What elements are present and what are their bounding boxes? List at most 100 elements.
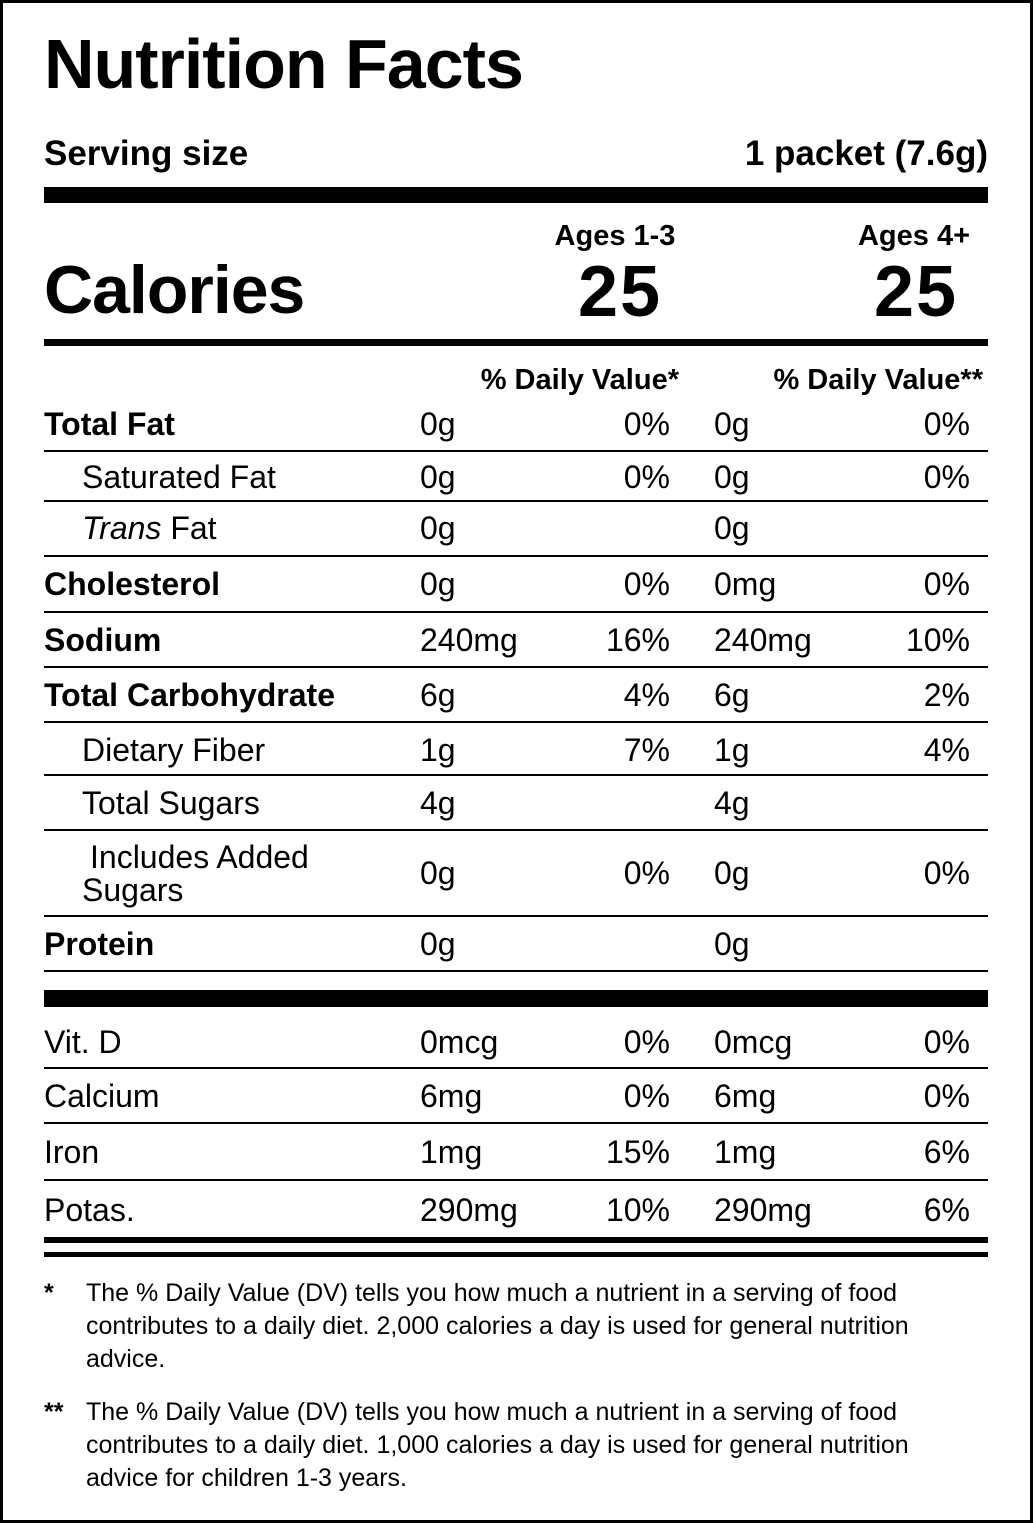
amount-age-1-3: 1g	[420, 732, 456, 768]
row-divider	[44, 970, 988, 972]
dv-age-1-3: 7%	[623, 732, 670, 768]
age-group-1-heading: Ages 1-3	[554, 220, 676, 252]
nutrient-row-total-carbohydrate: Total Carbohydrate 6g 4% 6g 2%	[44, 668, 988, 723]
row-divider	[44, 611, 988, 613]
dv-age-1-3: 0%	[623, 566, 670, 602]
label-title: Nutrition Facts	[44, 25, 524, 103]
row-divider	[44, 915, 988, 917]
row-divider	[44, 1179, 988, 1181]
nutrient-name: Protein	[44, 926, 155, 962]
amount-age-4-plus: 0g	[714, 510, 750, 546]
amount-age-4-plus: 1mg	[714, 1134, 777, 1170]
amount-age-4-plus: 6g	[714, 677, 750, 713]
dv-age-4-plus: 0%	[923, 1078, 970, 1114]
dv-age-4-plus: 0%	[923, 566, 970, 602]
nutrient-name: Saturated Fat	[82, 459, 276, 495]
amount-age-4-plus: 6mg	[714, 1078, 777, 1114]
row-divider	[44, 555, 988, 557]
medium-divider-calories	[44, 339, 988, 346]
nutrient-row-total-sugars: Total Sugars 4g 4g	[44, 776, 988, 831]
thick-divider-vitamins	[44, 990, 988, 1007]
vitamin-name: Calcium	[44, 1078, 160, 1114]
vitamin-name: Iron	[44, 1134, 100, 1170]
dv-age-4-plus: 0%	[923, 855, 970, 891]
dv-age-1-3: 16%	[605, 622, 670, 658]
footnote-marker: **	[44, 1398, 64, 1426]
nutrient-name-line-1: Includes Added	[90, 839, 309, 875]
amount-age-4-plus: 4g	[714, 785, 750, 821]
row-divider	[44, 1067, 988, 1069]
amount-age-1-3: 0g	[420, 459, 456, 495]
amount-age-4-plus: 0mg	[714, 566, 777, 602]
daily-value-heading-1: % Daily Value*	[480, 364, 679, 396]
footnote-children: ** The % Daily Value (DV) tells you how …	[44, 1396, 964, 1495]
amount-age-1-3: 0g	[420, 855, 456, 891]
dv-age-4-plus: 10%	[905, 622, 970, 658]
dv-age-1-3: 0%	[623, 406, 670, 442]
amount-age-1-3: 4g	[420, 785, 456, 821]
amount-age-1-3: 0g	[420, 406, 456, 442]
row-divider	[44, 500, 988, 502]
row-divider	[44, 774, 988, 776]
nutrient-row-protein: Protein 0g 0g	[44, 917, 988, 972]
amount-age-1-3: 1mg	[420, 1134, 483, 1170]
footnote-text: The % Daily Value (DV) tells you how muc…	[86, 1279, 909, 1373]
amount-age-1-3: 0g	[420, 510, 456, 546]
dv-age-1-3: 0%	[623, 1024, 670, 1060]
medium-divider-bottom-1	[44, 1237, 988, 1243]
amount-age-4-plus: 0g	[714, 855, 750, 891]
calories-value-age-1-3: 25	[577, 252, 663, 332]
age-group-2-heading: Ages 4+	[857, 220, 971, 252]
footnote-marker: *	[44, 1279, 54, 1307]
calories-label: Calories	[44, 252, 305, 328]
dv-age-1-3: 4%	[623, 677, 670, 713]
amount-age-4-plus: 0mcg	[714, 1024, 793, 1060]
nutrient-name-italic: Trans	[82, 510, 162, 546]
nutrient-name-rest: Fat	[161, 510, 217, 546]
nutrient-row-dietary-fiber: Dietary Fiber 1g 7% 1g 4%	[44, 723, 988, 776]
dv-age-1-3: 0%	[623, 459, 670, 495]
nutrient-name-line-2: Sugars	[82, 872, 184, 908]
dv-age-4-plus: 0%	[923, 406, 970, 442]
row-divider	[44, 1122, 988, 1124]
vitamin-row-vitamin-d: Vit. D 0mcg 0% 0mcg 0%	[44, 1013, 988, 1069]
dv-age-4-plus: 6%	[923, 1134, 970, 1170]
nutrient-row-sodium: Sodium 240mg 16% 240mg 10%	[44, 613, 988, 668]
amount-age-4-plus: 0g	[714, 459, 750, 495]
amount-age-1-3: 290mg	[420, 1192, 518, 1228]
amount-age-4-plus: 240mg	[714, 622, 812, 658]
row-divider	[44, 666, 988, 668]
footnote-text: The % Daily Value (DV) tells you how muc…	[86, 1398, 909, 1492]
vitamin-name: Vit. D	[44, 1024, 122, 1060]
nutrient-row-trans-fat: Trans Fat 0g 0g	[44, 502, 988, 557]
nutrient-name: Cholesterol	[44, 566, 221, 602]
row-divider	[44, 721, 988, 723]
dv-age-4-plus: 0%	[923, 459, 970, 495]
nutrient-row-added-sugars: Includes Added Sugars 0g 0% 0g 0%	[44, 831, 988, 917]
serving-size-value: 1 packet (7.6g)	[744, 134, 988, 173]
nutrient-row-total-fat: Total Fat 0g 0% 0g 0%	[44, 400, 988, 452]
footnote-general: * The % Daily Value (DV) tells you how m…	[44, 1277, 964, 1376]
nutrient-name: Sodium	[44, 622, 162, 658]
vitamin-row-calcium: Calcium 6mg 0% 6mg 0%	[44, 1069, 988, 1124]
calories-value-age-4-plus: 25	[873, 252, 959, 332]
dv-age-1-3: 15%	[605, 1134, 670, 1170]
vitamin-row-iron: Iron 1mg 15% 1mg 6%	[44, 1124, 988, 1181]
amount-age-1-3: 0g	[420, 926, 456, 962]
amount-age-4-plus: 0g	[714, 926, 750, 962]
medium-divider-bottom-2	[44, 1252, 988, 1257]
dv-age-1-3: 0%	[623, 855, 670, 891]
dv-age-4-plus: 0%	[923, 1024, 970, 1060]
nutrient-name: Total Sugars	[82, 785, 260, 821]
row-divider	[44, 450, 988, 452]
vitamin-name: Potas.	[44, 1192, 135, 1228]
dv-age-1-3: 10%	[605, 1192, 670, 1228]
amount-age-1-3: 6g	[420, 677, 456, 713]
dv-age-1-3: 0%	[623, 1078, 670, 1114]
amount-age-1-3: 240mg	[420, 622, 518, 658]
amount-age-1-3: 0mcg	[420, 1024, 499, 1060]
nutrient-name: Dietary Fiber	[82, 732, 266, 768]
dv-age-4-plus: 6%	[923, 1192, 970, 1228]
dv-age-4-plus: 4%	[923, 732, 970, 768]
serving-size-label: Serving size	[44, 134, 249, 173]
